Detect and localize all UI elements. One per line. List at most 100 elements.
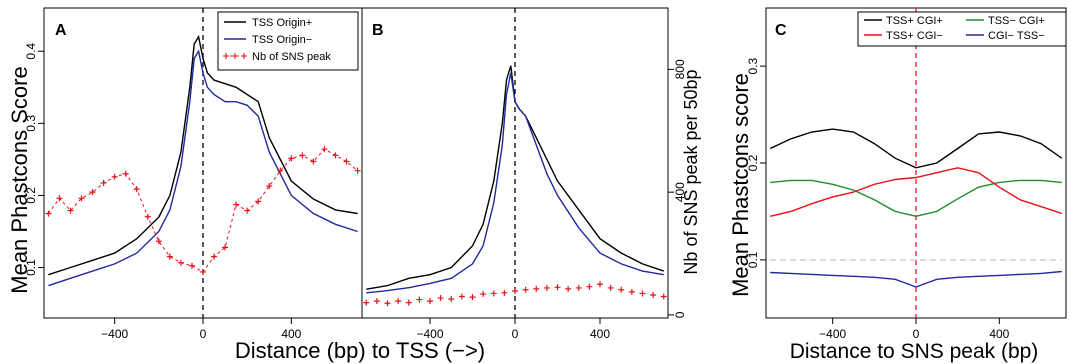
panel-b-sns-point: [458, 293, 465, 300]
shared-x-axis-label: Distance (bp) to TSS (−>): [235, 338, 485, 363]
panel-b-sns-point: [575, 284, 582, 291]
panel-c-legend-label: TSS− CGI+: [988, 15, 1045, 27]
panel-a-y-tick-label: 0.3: [24, 115, 38, 132]
panel-a-sns-point: [244, 207, 251, 214]
panel-b-sns-point: [512, 287, 518, 294]
panel-b-sns-point: [480, 291, 487, 298]
panel-a-sns-point: [45, 210, 52, 217]
panel-a-sns-point: [67, 207, 74, 214]
panel-b-sns-point: [405, 299, 412, 306]
panel-b-y2-tick-label: 800: [673, 59, 687, 79]
panel-b-sns-point: [607, 284, 614, 291]
panel-a-legend-label: TSS Origin−: [252, 34, 312, 46]
panel-b-x-tick-label: −400: [416, 327, 443, 341]
panel-c: C −400 0 400 0.1 0.2 0.3 TSS+ CGI+ TSS− CGI+ TSS+…: [746, 7, 1067, 341]
panel-c-series-line-3: [770, 270, 1062, 288]
panel-a-sns-point: [166, 253, 173, 260]
panel-b-sns-point: [533, 285, 540, 292]
panel-b-sns-point: [490, 290, 497, 297]
panel-b-series-line-1: [366, 72, 664, 294]
panel-b-sns-point: [363, 299, 370, 306]
panel-b-sns-point: [522, 286, 529, 293]
panel-a-sns-point: [122, 170, 129, 177]
panel-b-sns-point: [639, 290, 646, 297]
panel-c-y-tick-label: 0.2: [746, 154, 760, 171]
panel-a-sns-point: [277, 167, 284, 174]
panel-a-sns-point: [200, 268, 206, 275]
panel-c-series-line-1: [770, 179, 1062, 218]
panel-a-sns-point: [133, 186, 140, 193]
panel-a-sns-point: [332, 152, 339, 159]
panel-b-y2-tick-label: 400: [673, 182, 687, 202]
y-axis-label-left: Mean Phastcons Score: [7, 66, 32, 293]
panel-b-x-tick-label: 400: [590, 327, 610, 341]
panel-a-y-tick-label: 0.2: [24, 187, 38, 204]
panel-c-y-tick-label: 0.1: [746, 251, 760, 268]
panel-b-sns-point: [469, 294, 476, 301]
panel-b-sns-point: [437, 295, 444, 302]
panel-b-letter: B: [372, 22, 384, 39]
panel-a-legend-marker: [223, 53, 229, 59]
panel-b-sns-point: [395, 298, 402, 305]
panel-a-legend-marker: [241, 53, 247, 59]
panel-c-legend-label: TSS+ CGI−: [886, 30, 943, 42]
panel-b-sns-point: [416, 296, 423, 303]
panel-a-sns-point: [177, 259, 184, 266]
panel-b-sns-point: [618, 286, 625, 293]
panel-a-x-tick-label: 0: [200, 327, 207, 341]
panel-a-y-tick-label: 0.1: [24, 259, 38, 276]
panel-a-legend-label: Nb of SNS peak: [252, 51, 331, 63]
panel-a-series-line-0: [48, 34, 358, 276]
panel-a-letter: A: [55, 22, 67, 39]
panel-c-series-line-2: [770, 167, 1063, 217]
panel-a-legend-label: TSS Origin+: [252, 17, 312, 29]
panel-a-sns-point: [222, 244, 229, 251]
panel-a-y-tick-label: 0.4: [24, 43, 38, 60]
panel-b-sns-point: [448, 295, 455, 302]
panel-a-sns-point: [188, 262, 195, 269]
panel-c-x-tick-label: −400: [819, 327, 846, 341]
panel-a-sns-point: [288, 155, 295, 162]
panel-a-sns-point: [89, 189, 96, 196]
panel-b-x-tick-label: 0: [512, 327, 519, 341]
panel-a-sns-point: [343, 158, 350, 165]
panel-b-sns-point: [650, 291, 657, 298]
panel-a-sns-point: [56, 195, 63, 202]
panel-a-sns-point: [111, 173, 118, 180]
panel-a-sns-point: [100, 179, 107, 186]
panel-a-sns-point: [78, 195, 85, 202]
y-axis-label-c: Mean Phastcons score: [728, 73, 753, 297]
panel-a-x-tick-label: 400: [281, 327, 301, 341]
panel-b-y2-tick-label: 0: [673, 311, 687, 318]
x-axis-label-c: Distance to SNS peak (bp): [790, 340, 1039, 363]
panel-b-sns-point: [565, 285, 572, 292]
panel-c-x-tick-label: 400: [989, 327, 1009, 341]
panel-b-sns-point: [628, 288, 635, 295]
panel-b-sns-point: [373, 298, 380, 305]
panel-b: B −400 0 400 0 400 800: [361, 7, 687, 341]
panel-b-sns-point: [501, 289, 508, 296]
panel-c-series-line-0: [769, 128, 1063, 169]
panel-a-series-line-1: [48, 49, 358, 287]
panel-c-x-tick-label: 0: [913, 327, 920, 341]
plot-layer: A −400 0 400 0.1 0.2 0.3 0.4 TSS Origin+ TSS Orig…: [24, 7, 1067, 341]
panel-b-sns-point: [554, 284, 561, 291]
panel-b-sns-point: [427, 298, 433, 305]
panel-c-y-tick-label: 0.3: [746, 57, 760, 74]
panel-b-sns-point: [660, 293, 667, 300]
panel-a-legend-marker: [232, 53, 238, 59]
panel-a-sns-point: [354, 167, 361, 174]
panel-a-sns-point: [299, 152, 306, 159]
panel-c-legend-box: [857, 11, 1067, 47]
panel-a-sns-point: [266, 183, 273, 190]
panel-a-x-tick-label: −400: [101, 327, 128, 341]
y-axis-label-right-b: Nb of SNS peak per 50bp: [681, 69, 701, 274]
panel-c-legend-label: TSS+ CGI+: [886, 15, 943, 27]
panel-a: A −400 0 400 0.1 0.2 0.3 0.4 TSS Origin+ TSS Orig…: [24, 7, 363, 341]
panel-a-sns-point: [211, 253, 218, 260]
panel-c-letter: C: [775, 22, 787, 39]
panel-a-sns-point: [155, 238, 162, 245]
panel-a-sns-point: [321, 146, 328, 153]
panel-b-sns-point: [586, 283, 593, 290]
